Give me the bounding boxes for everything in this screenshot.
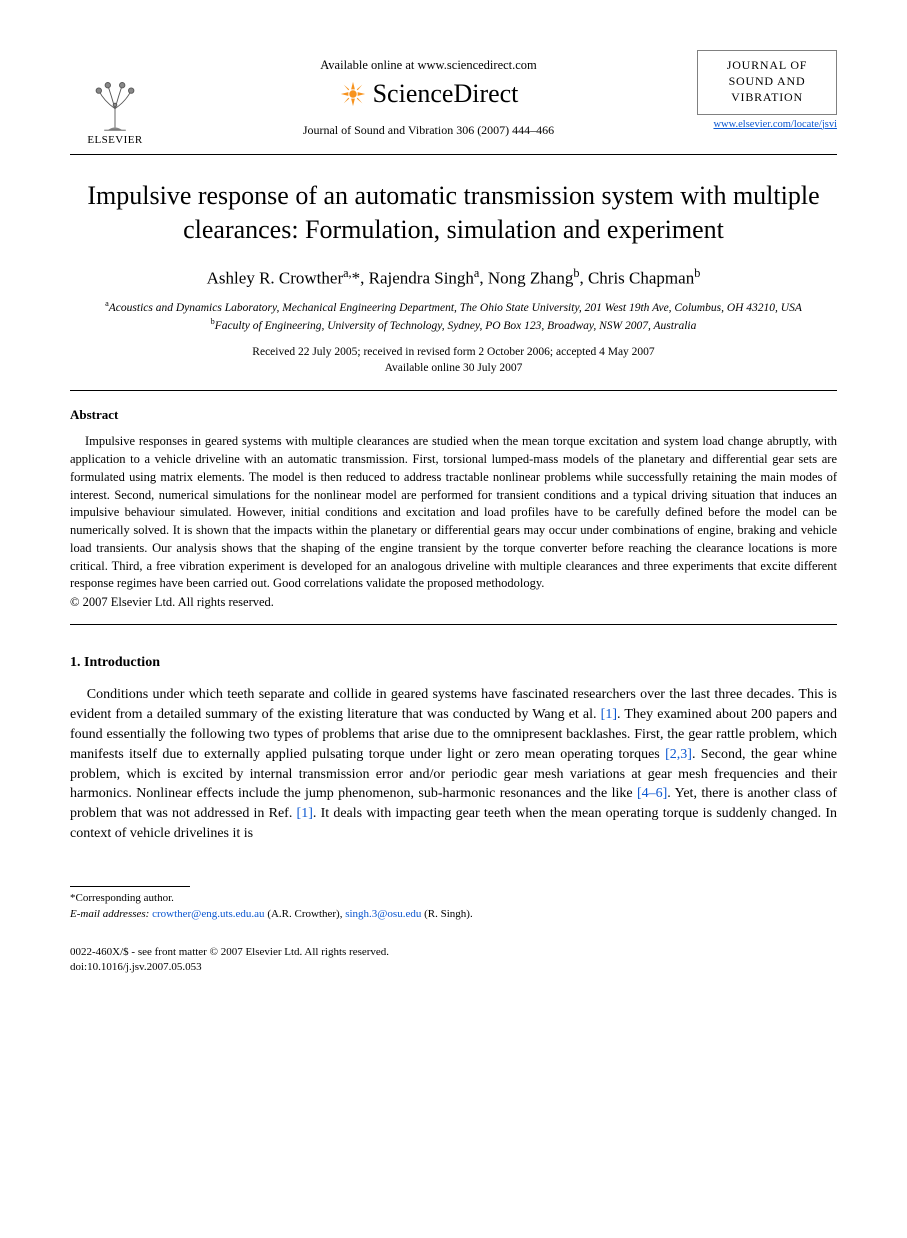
elsevier-label: ELSEVIER [87,134,142,146]
footnote-block: *Corresponding author. E-mail addresses:… [70,891,837,923]
ref-link[interactable]: [1] [297,806,313,821]
section-1-heading: 1. Introduction [70,655,837,671]
authors-line: Ashley R. Crowthera,*, Rajendra Singha, … [70,266,837,289]
ref-link[interactable]: [2,3] [665,747,692,762]
email-name-1: (A.R. Crowther), [267,908,342,920]
issn-block: 0022-460X/$ - see front matter © 2007 El… [70,945,837,976]
email-name-2: (R. Singh). [424,908,473,920]
journal-box: JOURNAL OF SOUND AND VIBRATION [697,50,837,115]
citation-line: Journal of Sound and Vibration 306 (2007… [160,123,697,138]
affiliation-a-text: Acoustics and Dynamics Laboratory, Mecha… [109,302,802,314]
available-online-text: Available online at www.sciencedirect.co… [160,58,697,73]
footnote-rule [70,886,190,887]
dates-online: Available online 30 July 2007 [70,360,837,376]
affiliation-a: aAcoustics and Dynamics Laboratory, Mech… [70,298,837,316]
email-addresses-line: E-mail addresses: crowther@eng.uts.edu.a… [70,907,837,923]
abstract-bottom-rule [70,624,837,625]
email-crowther[interactable]: crowther@eng.uts.edu.au [152,908,264,920]
dates-received: Received 22 July 2005; received in revis… [70,344,837,360]
elsevier-tree-icon [88,78,142,132]
ref-link[interactable]: [4–6] [637,786,667,801]
journal-box-line3: VIBRATION [702,89,832,105]
article-title: Impulsive response of an automatic trans… [70,179,837,248]
issn-line-1: 0022-460X/$ - see front matter © 2007 El… [70,945,837,960]
abstract-heading: Abstract [70,407,837,423]
abstract-top-rule [70,390,837,391]
sciencedirect-logo: ScienceDirect [160,79,697,109]
journal-box-line2: SOUND AND [702,73,832,89]
center-header: Available online at www.sciencedirect.co… [160,50,697,142]
abstract-body: Impulsive responses in geared systems wi… [70,433,837,593]
sciencedirect-burst-icon [339,80,367,108]
sciencedirect-text: ScienceDirect [373,79,519,109]
emails-label: E-mail addresses: [70,908,149,920]
journal-box-line1: JOURNAL OF [702,57,832,73]
affiliation-b-text: Faculty of Engineering, University of Te… [215,320,697,332]
journal-link[interactable]: www.elsevier.com/locate/jsvi [697,119,837,130]
affiliation-b: bFaculty of Engineering, University of T… [70,316,837,334]
page-header: ELSEVIER Available online at www.science… [70,50,837,146]
journal-box-wrapper: JOURNAL OF SOUND AND VIBRATION www.elsev… [697,50,837,130]
elsevier-logo-block: ELSEVIER [70,78,160,146]
abstract-copyright: © 2007 Elsevier Ltd. All rights reserved… [70,595,837,610]
doi-line: doi:10.1016/j.jsv.2007.05.053 [70,960,837,975]
section-1-body: Conditions under which teeth separate an… [70,685,837,844]
article-dates: Received 22 July 2005; received in revis… [70,344,837,376]
ref-link[interactable]: [1] [601,707,617,722]
corresponding-author-note: *Corresponding author. [70,891,837,907]
header-rule [70,154,837,155]
email-singh[interactable]: singh.3@osu.edu [345,908,421,920]
